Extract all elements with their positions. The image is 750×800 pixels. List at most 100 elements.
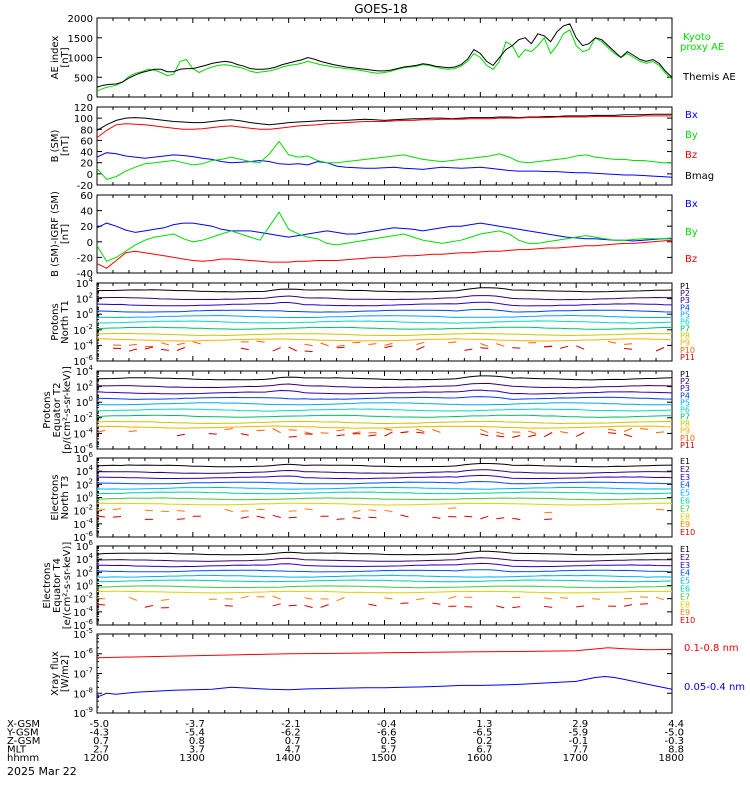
x-tick-label: -5.0 <box>89 719 109 730</box>
y-tick-label: 10-4 <box>73 605 93 619</box>
x-tick-label: 1300 <box>179 753 204 764</box>
x-tick-label: -6.6 <box>377 728 397 739</box>
y-axis-label: Electrons <box>50 474 61 520</box>
x-row-label: MLT <box>7 745 27 756</box>
y-tick-label: 106 <box>76 451 94 465</box>
legend-entry: E5 <box>680 577 690 586</box>
series-e4 <box>96 569 673 573</box>
series-bx <box>96 222 672 242</box>
series-e3 <box>96 474 673 480</box>
legend-entry: E3 <box>680 473 690 482</box>
x-tick-label: 1600 <box>467 753 492 764</box>
y-axis-label: B (SM)-IGRF (SM) <box>50 191 61 277</box>
y-axis-label: Electrons <box>42 562 53 608</box>
x-tick-label: 2.9 <box>572 719 588 730</box>
y-axis-label: [e/(cm²-s-sr-keV)] <box>62 542 73 630</box>
series-e1 <box>96 550 672 556</box>
legend-entry: P3 <box>680 384 690 393</box>
legend-entry: P11 <box>680 353 695 362</box>
series-p5 <box>96 314 673 319</box>
y-tick-label: 0 <box>87 170 93 181</box>
y-axis-label: B (SM) <box>50 129 61 162</box>
y-tick-label: 102 <box>76 292 93 306</box>
y-axis-label: Xray flux <box>50 651 61 696</box>
series-by <box>96 140 672 180</box>
y-tick-label: 10-2 <box>73 504 93 518</box>
y-axis-label: [nT] <box>60 136 71 156</box>
x-tick-label: -5.0 <box>664 728 684 739</box>
legend-entry: E10 <box>680 616 695 625</box>
x-tick-label: -2.1 <box>281 719 301 730</box>
y-axis-label: Equator T2 <box>52 383 63 438</box>
y-tick-label: 100 <box>76 491 93 505</box>
y-tick-label: 2000 <box>68 14 93 25</box>
series-p9 <box>96 425 673 429</box>
series-bz <box>96 115 672 138</box>
legend-entry: P9 <box>680 427 690 436</box>
series-p1 <box>96 287 673 293</box>
series-bmag <box>96 113 672 131</box>
y-tick-label: 10-2 <box>73 592 93 606</box>
panel-bsmigrf: -40 -20 0 20 40 60 B (SM)-IGRF (SM) [nT] Bx By Bz <box>50 191 698 280</box>
series-p6 <box>96 320 673 324</box>
y-tick-label: 10-6 <box>73 647 93 661</box>
x-tick-label: -0.3 <box>664 736 684 747</box>
series-p3 <box>96 389 673 395</box>
legend-entry: Bx <box>685 110 698 121</box>
y-axis-label: AE index <box>50 36 61 80</box>
y-tick-label: 10-8 <box>73 686 93 700</box>
x-tick-label: -5.9 <box>569 728 589 739</box>
series-e9 <box>96 595 665 602</box>
x-row-label: Y-GSM <box>6 728 39 739</box>
y-tick-label: 104 <box>76 276 94 290</box>
panel-frame <box>96 633 673 714</box>
y-tick-label: 120 <box>74 103 93 114</box>
y-tick-label: 10-4 <box>73 517 93 531</box>
legend-entry: Bmag <box>685 171 714 182</box>
series-e5 <box>96 486 673 490</box>
legend-entry: P8 <box>680 332 690 341</box>
series-p7 <box>96 414 673 418</box>
series-e7 <box>97 585 673 589</box>
x-tick-label: 1400 <box>275 753 300 764</box>
series-e6 <box>97 579 673 583</box>
legend-entry: 0.05-0.4 nm <box>684 682 745 693</box>
series-e6 <box>96 491 673 495</box>
y-tick-label: 40 <box>80 148 93 159</box>
legend-entry: E2 <box>680 553 690 562</box>
y-tick-label: 100 <box>74 114 93 125</box>
y-tick-label: 100 <box>76 579 93 593</box>
x-tick-label: -0.4 <box>377 719 397 730</box>
y-tick-label: 0 <box>87 93 93 104</box>
legend-entry: Kyoto <box>683 32 711 43</box>
series-e9 <box>96 507 665 514</box>
y-tick-label: 0 <box>87 238 93 249</box>
y-axis-label: [p/(cm²-s-sr-keV)] <box>62 366 73 454</box>
x-tick-label: 4.7 <box>285 745 301 756</box>
legend-entry: P10 <box>680 434 695 443</box>
x-tick-label: -4.3 <box>89 728 109 739</box>
legend-entry: P4 <box>680 303 690 312</box>
y-axis-label: Equator T4 <box>52 558 63 613</box>
series-bz <box>96 239 673 269</box>
series-p1 <box>96 375 673 381</box>
legend-entry: By <box>685 227 698 238</box>
legend-entry: 0.1-0.8 nm <box>684 643 739 654</box>
legend-entry: P2 <box>680 289 690 298</box>
legend-entry: P11 <box>680 441 695 450</box>
series-e5 <box>96 574 673 578</box>
x-tick-label: 7.7 <box>572 745 588 756</box>
y-axis-label: Protons <box>42 391 53 428</box>
y-tick-label: 10-5 <box>73 627 93 641</box>
y-tick-label: 10-4 <box>73 426 93 440</box>
x-tick-label: 1500 <box>371 753 396 764</box>
legend-entry: P4 <box>680 391 690 400</box>
chart-title: GOES-18 <box>354 2 408 16</box>
series-p4 <box>96 308 673 313</box>
x-tick-label: -6.5 <box>473 728 493 739</box>
legend-entry: E4 <box>680 569 690 578</box>
